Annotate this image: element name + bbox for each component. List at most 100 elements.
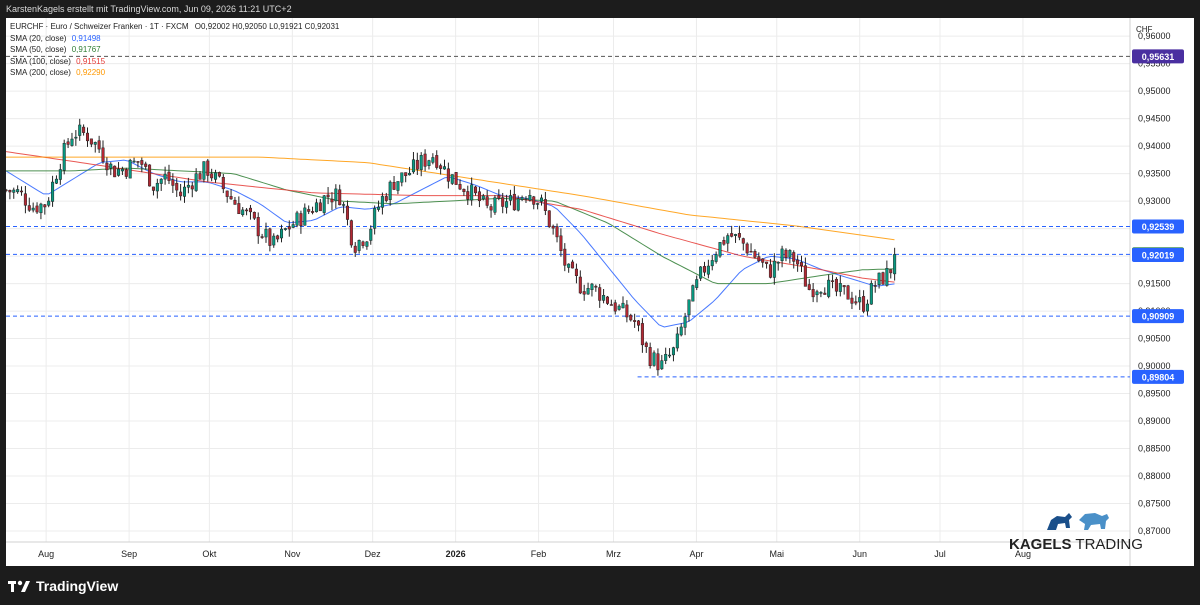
candle-body bbox=[404, 172, 408, 177]
candle-body bbox=[590, 283, 594, 290]
candle-body bbox=[159, 178, 163, 184]
candle-body bbox=[299, 213, 303, 227]
candle-body bbox=[318, 202, 322, 212]
candle-body bbox=[543, 199, 547, 211]
x-tick-label: Dez bbox=[365, 549, 382, 559]
candle-body bbox=[384, 196, 388, 201]
candle-body bbox=[512, 193, 516, 211]
x-tick-label: 2026 bbox=[446, 549, 466, 559]
candle-body bbox=[784, 249, 788, 258]
price-tag-label: 0,89804 bbox=[1142, 372, 1175, 382]
candle-body bbox=[27, 205, 31, 211]
candle-body bbox=[314, 202, 318, 213]
sma-100-legend[interactable]: SMA (100, close) 0,91515 bbox=[10, 56, 339, 68]
candle-body bbox=[702, 266, 706, 273]
candle-body bbox=[396, 181, 400, 191]
x-tick-label: Mai bbox=[769, 549, 784, 559]
candle-body bbox=[718, 242, 722, 257]
x-tick-label: Feb bbox=[531, 549, 547, 559]
candle-body bbox=[206, 160, 210, 176]
candle-body bbox=[182, 186, 187, 197]
price-tag bbox=[1132, 248, 1184, 263]
candle-body bbox=[508, 195, 512, 201]
sma-50-legend[interactable]: SMA (50, close) 0,91767 bbox=[10, 44, 339, 56]
candle-body bbox=[186, 184, 190, 188]
candle-body bbox=[117, 168, 121, 176]
x-tick-label: Nov bbox=[284, 549, 301, 559]
candle-body bbox=[520, 197, 524, 200]
sma-label: SMA (50, close) bbox=[10, 45, 67, 54]
candle-body bbox=[307, 209, 311, 212]
sma20-line bbox=[6, 159, 895, 328]
x-tick-label: Aug bbox=[38, 549, 54, 559]
candle-body bbox=[772, 260, 776, 278]
candle-body bbox=[179, 191, 183, 197]
candle-body bbox=[93, 142, 97, 145]
y-tick-label: 0,87000 bbox=[1138, 526, 1171, 536]
candle-body bbox=[439, 165, 443, 169]
y-tick-label: 0,89500 bbox=[1138, 389, 1171, 399]
y-tick-label: 0,94500 bbox=[1138, 114, 1171, 124]
candle-body bbox=[225, 190, 229, 197]
candle-body bbox=[89, 138, 93, 145]
tradingview-logo-text: TradingView bbox=[36, 578, 119, 594]
candle-body bbox=[260, 236, 264, 238]
candle-body bbox=[613, 302, 617, 312]
candle-body bbox=[62, 143, 66, 171]
chart-area[interactable]: CHF 0,96000 0,95500 0,95000 0,94500 0,94000 0,… bbox=[6, 18, 1194, 566]
candle-body bbox=[706, 265, 710, 275]
candle-body bbox=[217, 172, 221, 177]
candle-body bbox=[272, 235, 276, 246]
candle-body bbox=[582, 291, 586, 295]
candle-body bbox=[741, 238, 745, 244]
candle-body bbox=[202, 161, 206, 180]
sma-20-legend[interactable]: SMA (20, close) 0,91498 bbox=[10, 33, 339, 45]
candle-body bbox=[264, 228, 268, 238]
candle-body bbox=[338, 189, 342, 206]
candle-body bbox=[803, 265, 807, 287]
candle-body bbox=[637, 320, 641, 326]
candle-body bbox=[283, 228, 287, 230]
candle-body bbox=[563, 248, 567, 266]
candle-body bbox=[105, 162, 109, 171]
tradingview-logo[interactable]: TradingView bbox=[8, 576, 118, 596]
candle-body bbox=[796, 259, 800, 265]
candle-body bbox=[656, 353, 660, 371]
candle-body bbox=[43, 204, 47, 208]
candle-body bbox=[151, 186, 155, 191]
candle-body bbox=[136, 161, 140, 163]
candle-body bbox=[699, 266, 703, 279]
candle-body bbox=[16, 189, 20, 193]
chart-credit: KarstenKagels erstellt mit TradingView.c… bbox=[0, 0, 1200, 18]
symbol-title[interactable]: EURCHF · Euro / Schweizer Franken · 1T ·… bbox=[10, 22, 189, 31]
y-tick-label: 0,90000 bbox=[1138, 361, 1171, 371]
candle-body bbox=[66, 141, 70, 145]
candle-body bbox=[536, 203, 540, 205]
footer-bar: TradingView bbox=[0, 566, 1200, 605]
candle-body bbox=[528, 194, 532, 201]
candle-body bbox=[194, 173, 198, 191]
candle-body bbox=[644, 342, 648, 347]
candle-body bbox=[101, 147, 105, 162]
candle-body bbox=[408, 172, 412, 176]
candle-body bbox=[462, 188, 466, 193]
candle-body bbox=[311, 211, 315, 213]
candle-body bbox=[198, 173, 202, 180]
price-tag-label: 0,95631 bbox=[1142, 52, 1175, 62]
candle-body bbox=[35, 205, 39, 213]
candle-body bbox=[869, 283, 873, 305]
candle-body bbox=[691, 285, 695, 302]
candle-body bbox=[20, 190, 24, 193]
candle-body bbox=[31, 207, 35, 211]
candle-body bbox=[722, 240, 726, 245]
candle-body bbox=[660, 360, 664, 370]
sma-value: 0,91767 bbox=[71, 45, 101, 54]
candle-body bbox=[559, 235, 563, 251]
candle-body bbox=[749, 250, 753, 253]
y-tick-label: 0,93500 bbox=[1138, 169, 1171, 179]
candle-body bbox=[842, 285, 846, 288]
sma-200-legend[interactable]: SMA (200, close) 0,92290 bbox=[10, 67, 339, 79]
candle-body bbox=[427, 160, 431, 166]
candle-body bbox=[571, 261, 575, 269]
